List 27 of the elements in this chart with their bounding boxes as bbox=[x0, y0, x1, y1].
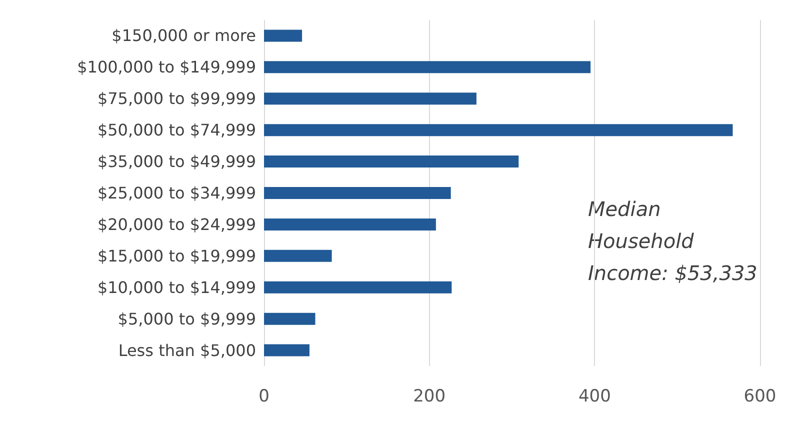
x-tick-label: 0 bbox=[258, 386, 270, 406]
y-tick-label: $50,000 to $74,999 bbox=[97, 120, 256, 140]
bar bbox=[264, 30, 302, 42]
y-tick-label: $100,000 to $149,999 bbox=[77, 58, 256, 77]
y-tick-label: Less than $5,000 bbox=[118, 340, 256, 360]
bar bbox=[264, 312, 316, 325]
annotation: Median Household Income: $53,333 bbox=[588, 197, 758, 285]
bar bbox=[264, 92, 476, 105]
bar bbox=[264, 187, 451, 199]
bar bbox=[264, 218, 436, 230]
x-tick-label: 600 bbox=[744, 386, 776, 406]
x-tick-label: 400 bbox=[578, 386, 611, 406]
bar bbox=[264, 344, 310, 356]
bar bbox=[264, 281, 452, 294]
bar bbox=[264, 156, 519, 168]
bar bbox=[264, 250, 332, 262]
x-tick-label: 200 bbox=[413, 386, 446, 406]
y-tick-label: $25,000 to $34,999 bbox=[97, 184, 256, 202]
y-tick-label: $20,000 to $24,999 bbox=[97, 214, 256, 234]
y-tick-label: $35,000 to $49,999 bbox=[97, 152, 256, 172]
y-tick-label: $10,000 to $14,999 bbox=[97, 278, 256, 297]
bar bbox=[264, 124, 733, 136]
bar bbox=[264, 61, 591, 74]
y-tick-label: $75,000 to $99,999 bbox=[97, 89, 256, 108]
y-tick-label: $5,000 to $9,999 bbox=[118, 309, 256, 328]
y-tick-label: $15,000 to $19,999 bbox=[97, 246, 256, 266]
y-tick-label: $150,000 or more bbox=[112, 26, 256, 46]
